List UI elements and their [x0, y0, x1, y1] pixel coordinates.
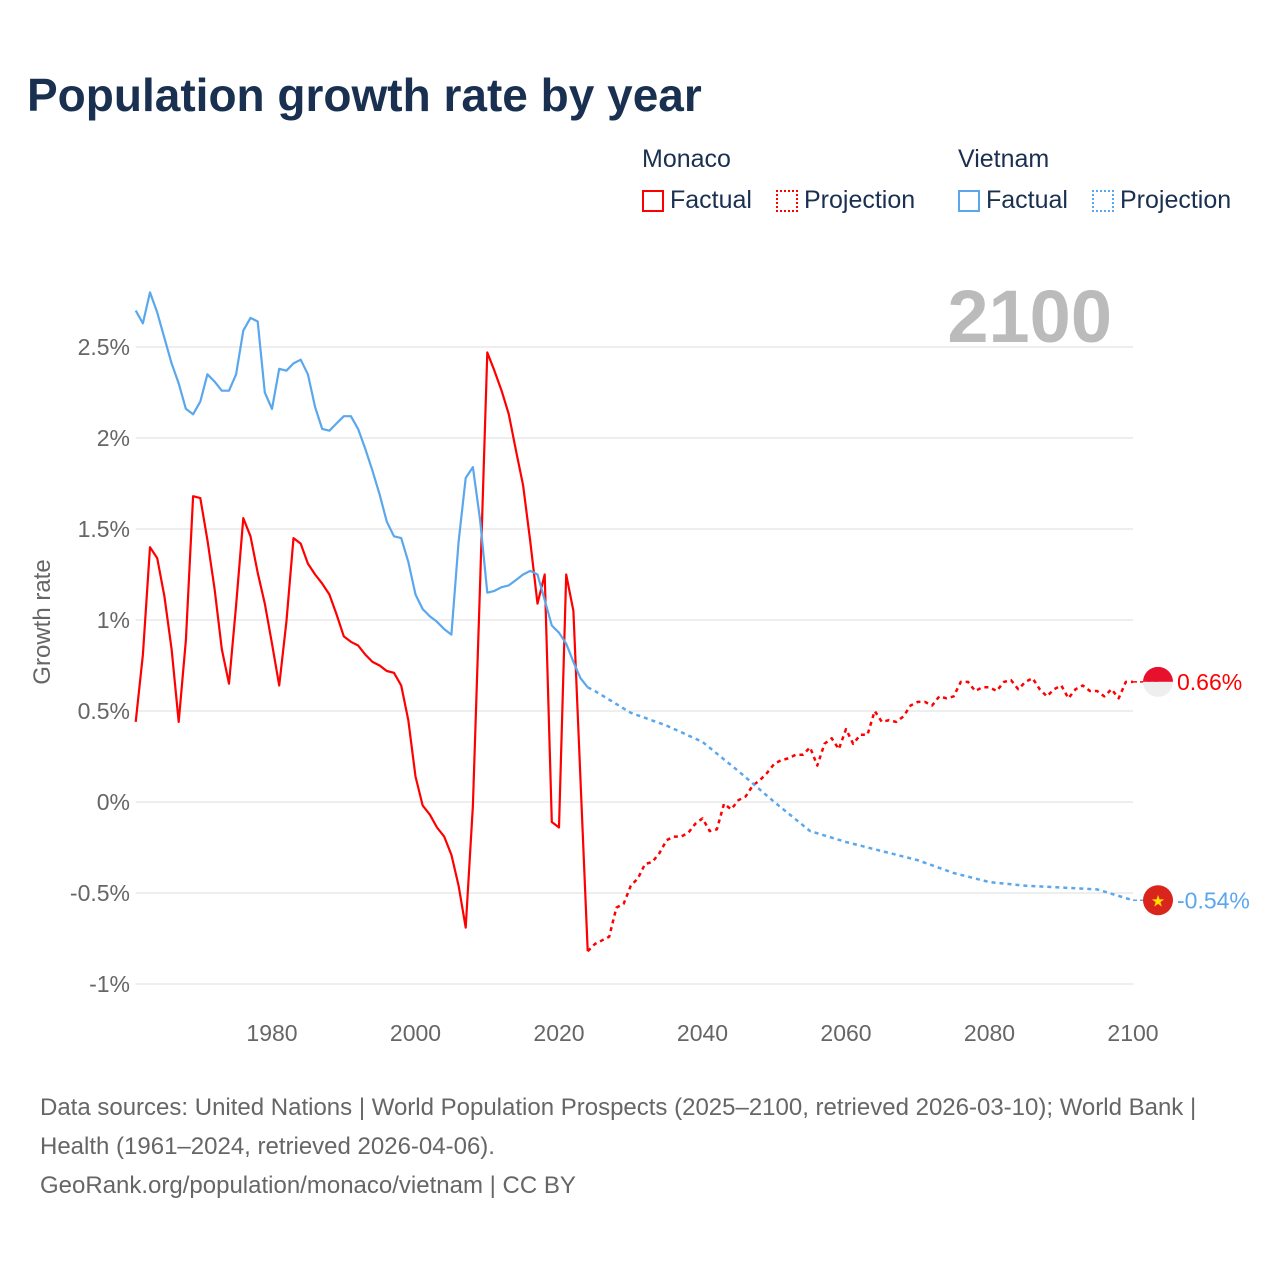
legend-vietnam-factual[interactable]: Factual	[958, 186, 1068, 215]
legend-swatch-dotted	[776, 189, 798, 212]
data-sources: Data sources: United Nations | World Pop…	[40, 1094, 1197, 1160]
footer: Data sources: United Nations | World Pop…	[40, 1088, 1240, 1205]
legend-swatch-dotted	[1092, 189, 1114, 212]
star-icon: ★	[1151, 893, 1165, 910]
legend-label: Projection	[804, 186, 916, 214]
x-tick-label: 1980	[246, 1020, 297, 1046]
x-tick-label: 2040	[677, 1020, 728, 1046]
y-tick-label: 1%	[97, 607, 130, 633]
legend-label: Factual	[670, 186, 752, 214]
y-tick-label: 1.5%	[78, 516, 130, 542]
legend-group-vietnam: Vietnam	[958, 145, 1050, 173]
chart-title: Population growth rate by year	[27, 69, 702, 121]
legend-swatch-solid	[958, 189, 980, 212]
y-tick-label: 2%	[97, 425, 130, 451]
end-label-vietnam: -0.54%	[1177, 887, 1250, 913]
x-tick-label: 2100	[1107, 1020, 1158, 1046]
x-tick-label: 2060	[820, 1020, 871, 1046]
y-tick-label: -0.5%	[70, 880, 130, 906]
legend-swatch-solid	[642, 189, 664, 212]
x-tick-label: 2000	[390, 1020, 441, 1046]
legend-monaco-factual[interactable]: Factual	[642, 186, 752, 215]
legend-label: Projection	[1120, 186, 1232, 214]
series-line-vietnam-factual	[134, 291, 589, 688]
y-tick-label: 0.5%	[78, 698, 130, 724]
monaco-flag-icon	[1143, 666, 1173, 682]
series-line-monaco-factual	[134, 351, 589, 952]
series-line-vietnam-projection	[587, 686, 1134, 902]
credit-link[interactable]: GeoRank.org/population/monaco/vietnam | …	[40, 1172, 576, 1199]
end-label-monaco: 0.66%	[1177, 669, 1242, 695]
x-tick-label: 2020	[533, 1020, 584, 1046]
series-line-monaco-projection	[586, 676, 1133, 953]
y-tick-label: -1%	[89, 971, 130, 997]
vietnam-flag-icon	[1143, 885, 1173, 916]
x-tick-label: 2080	[964, 1020, 1015, 1046]
year-watermark: 2100	[947, 275, 1112, 358]
y-axis-label: Growth rate	[29, 559, 56, 684]
legend-vietnam-projection[interactable]: Projection	[1092, 186, 1231, 215]
monaco-flag-icon-white	[1143, 681, 1173, 697]
legend-monaco-projection[interactable]: Projection	[776, 186, 915, 215]
y-tick-label: 2.5%	[78, 334, 130, 360]
y-tick-label: 0%	[97, 789, 130, 815]
legend-group-monaco: Monaco	[642, 145, 731, 173]
legend-label: Factual	[986, 186, 1068, 214]
